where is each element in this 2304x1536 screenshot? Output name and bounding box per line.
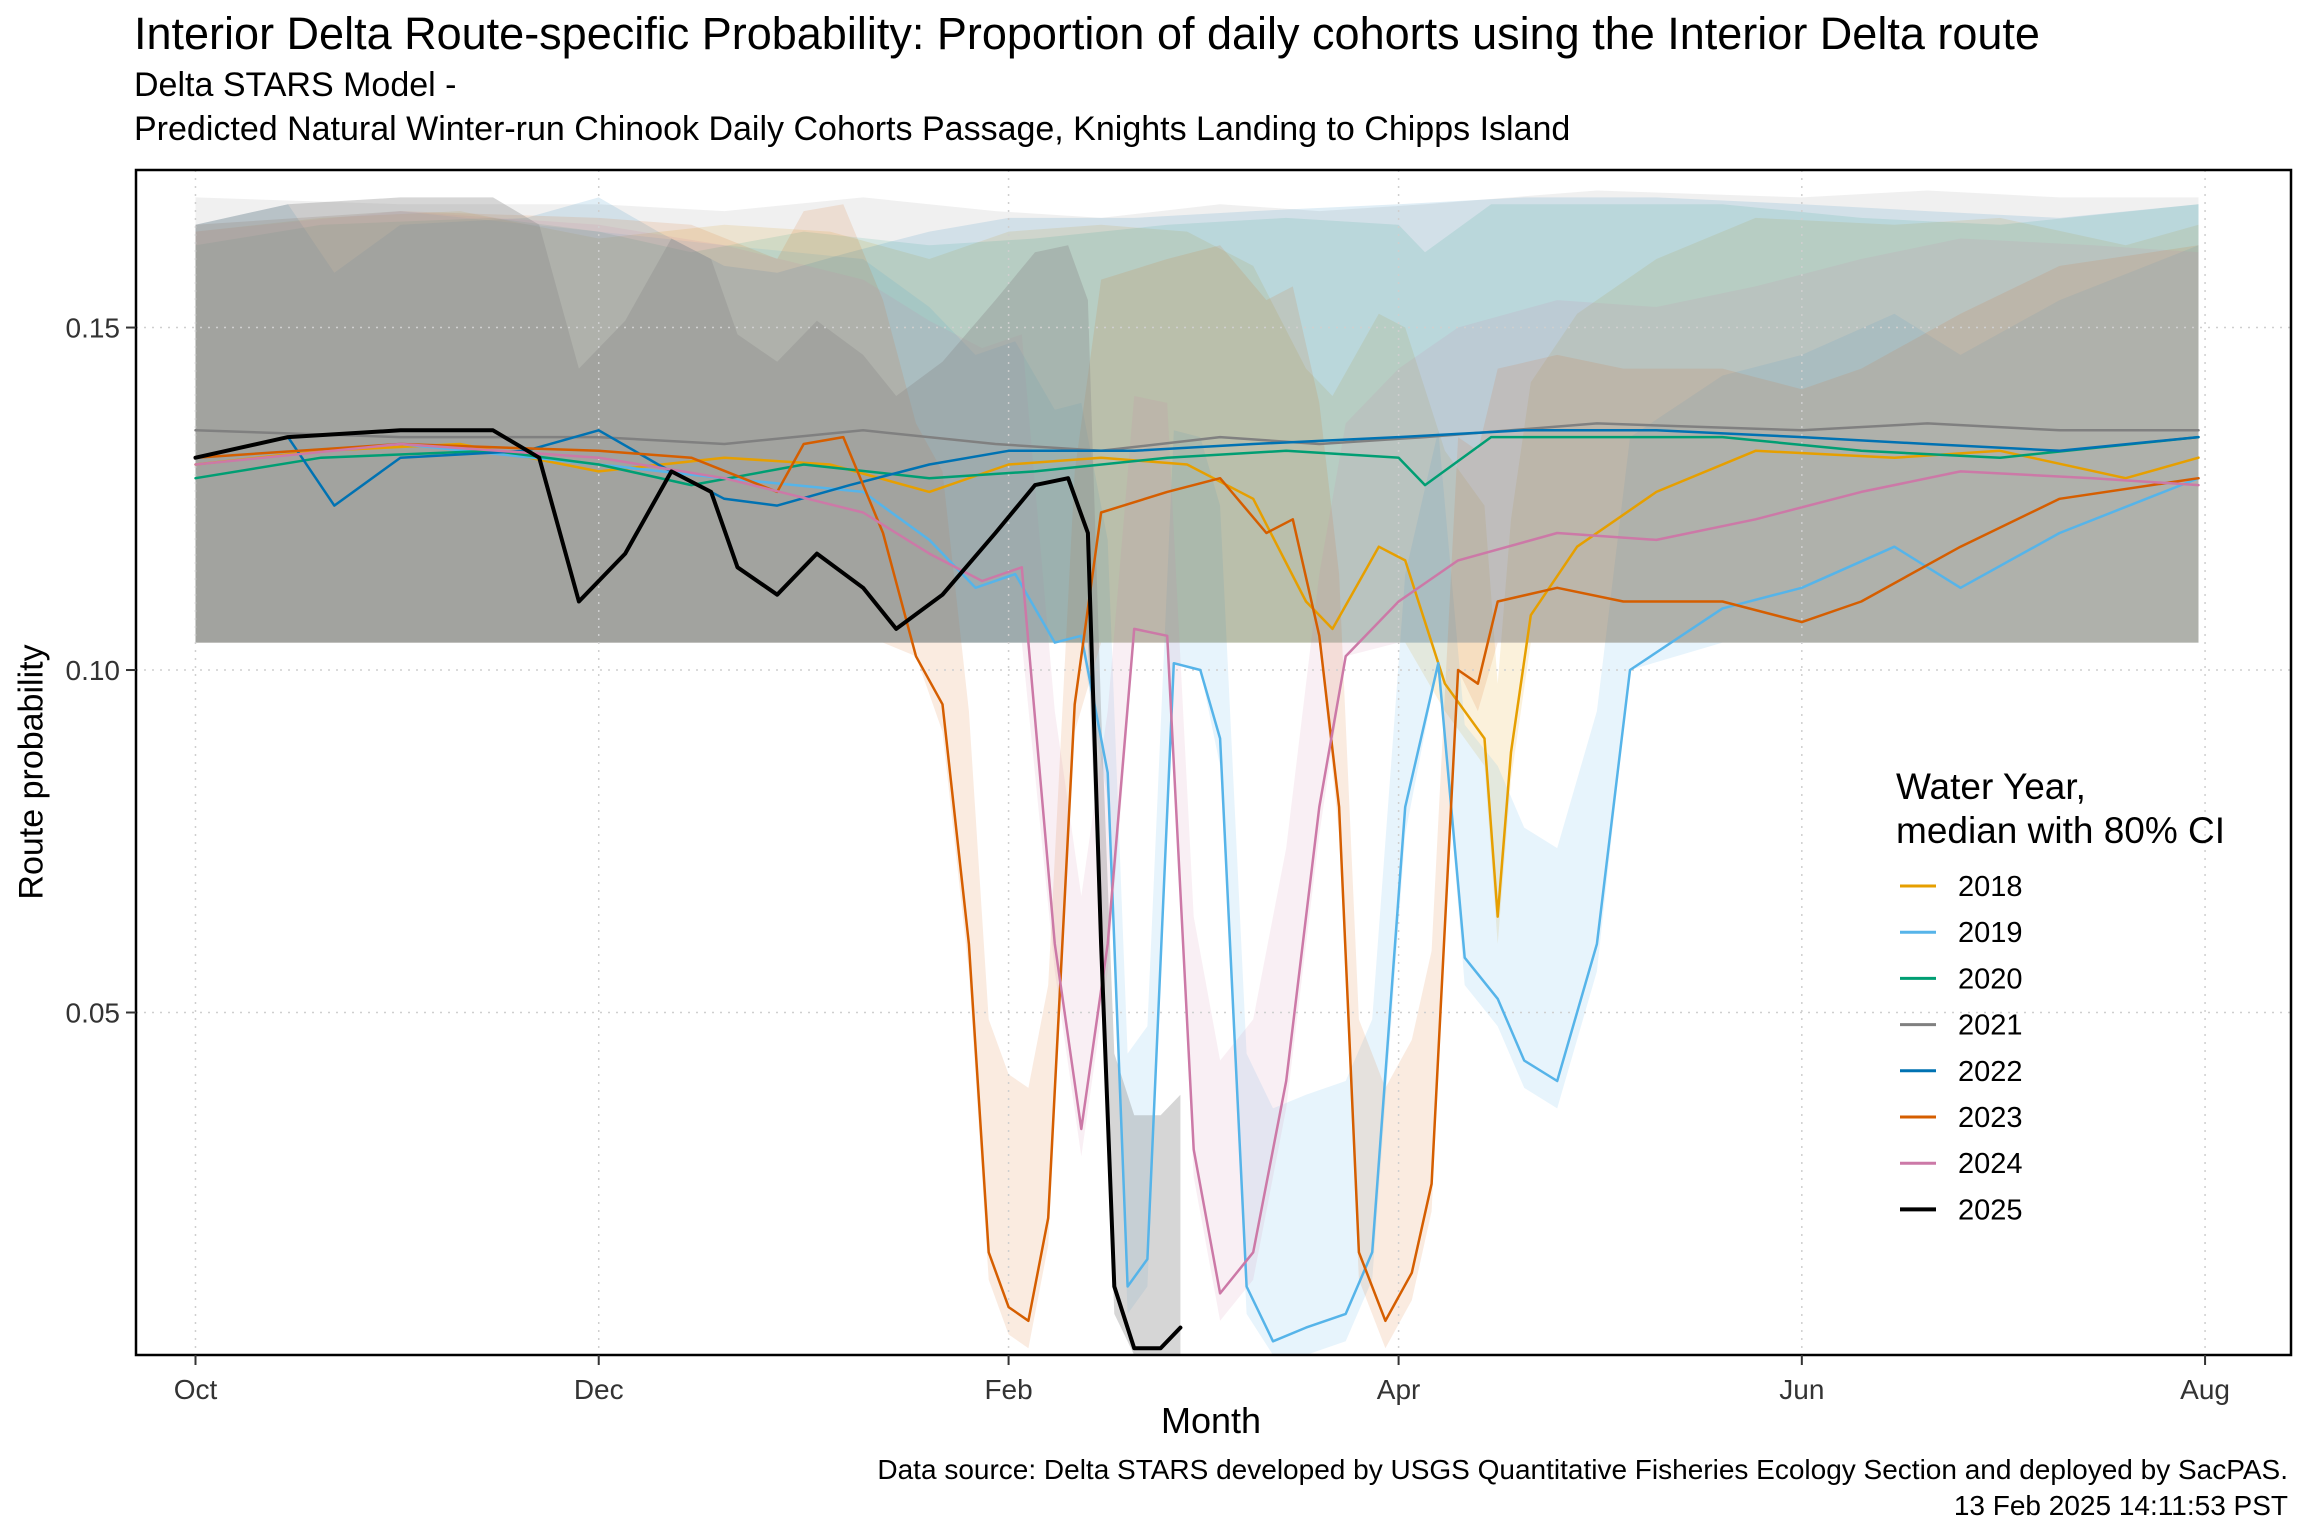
- x-axis-label: Month: [1160, 1400, 1262, 1441]
- chart-subtitle-line2: Predicted Natural Winter-run Chinook Dai…: [134, 110, 1571, 148]
- gridlines: [136, 170, 2291, 1355]
- series-line-2018: [194, 442, 2200, 918]
- legend-label-2021: 2021: [1958, 1010, 2023, 1042]
- ci-band-2018: [195, 211, 2199, 945]
- series-line-2020: [194, 435, 2200, 487]
- x-tick-label-dec: Dec: [574, 1374, 624, 1405]
- legend-items: 2018 2019 2020 2021 2022 2023 2024 2025: [1900, 871, 2023, 1226]
- series-line-2023: [194, 435, 2200, 1323]
- x-tick-label-feb: Feb: [984, 1374, 1032, 1405]
- legend: Water Year, median with 80% CI 201820192…: [1896, 766, 2225, 1226]
- ci-band-2021: [195, 190, 2199, 643]
- legend-label-2024: 2024: [1958, 1148, 2023, 1180]
- legend-title-line2: median with 80% CI: [1896, 810, 2225, 851]
- legend-label-2022: 2022: [1958, 1056, 2023, 1088]
- x-tick-label-apr: Apr: [1377, 1374, 1421, 1405]
- ci-band-2023: [195, 204, 2199, 1349]
- chart-title: Interior Delta Route-specific Probabilit…: [134, 8, 2040, 59]
- y-tick-label-0: 0.05: [66, 998, 121, 1029]
- series-line-2025: [193, 428, 1183, 1351]
- chart-subtitle-line1: Delta STARS Model -: [134, 66, 457, 104]
- series-line-2024: [194, 442, 2200, 1295]
- median-lines: [193, 422, 2200, 1351]
- ci-band-2020: [195, 204, 2199, 643]
- x-tick-label-aug: Aug: [2180, 1374, 2230, 1405]
- y-axis-label: Route probability: [12, 644, 51, 900]
- ci-band-2019: [195, 211, 2199, 1356]
- plot-panel-border: [134, 168, 2293, 1357]
- x-tick-label-oct: Oct: [174, 1374, 218, 1405]
- x-tick-label-jun: Jun: [1779, 1374, 1824, 1405]
- data-source-caption: Data source: Delta STARS developed by US…: [877, 1454, 2288, 1485]
- legend-label-2019: 2019: [1958, 917, 2023, 949]
- legend-label-2023: 2023: [1958, 1102, 2023, 1134]
- ci-band-2024: [195, 211, 2199, 1321]
- legend-label-2020: 2020: [1958, 963, 2023, 995]
- y-tick-label-2: 0.15: [66, 313, 121, 344]
- timestamp-caption: 13 Feb 2025 14:11:53 PST: [1953, 1490, 2288, 1521]
- legend-label-2025: 2025: [1958, 1194, 2023, 1226]
- ci-band-2025: [195, 197, 1181, 1355]
- legend-title-line1: Water Year,: [1896, 766, 2086, 807]
- series-line-2022: [194, 429, 2200, 507]
- confidence-bands: [195, 190, 2199, 1356]
- series-line-2021: [194, 422, 2200, 453]
- axes: Oct Dec Feb Apr Jun Aug 0.05 0.10 0.15: [66, 313, 2230, 1405]
- legend-label-2018: 2018: [1958, 871, 2023, 903]
- y-tick-label-1: 0.10: [66, 655, 121, 686]
